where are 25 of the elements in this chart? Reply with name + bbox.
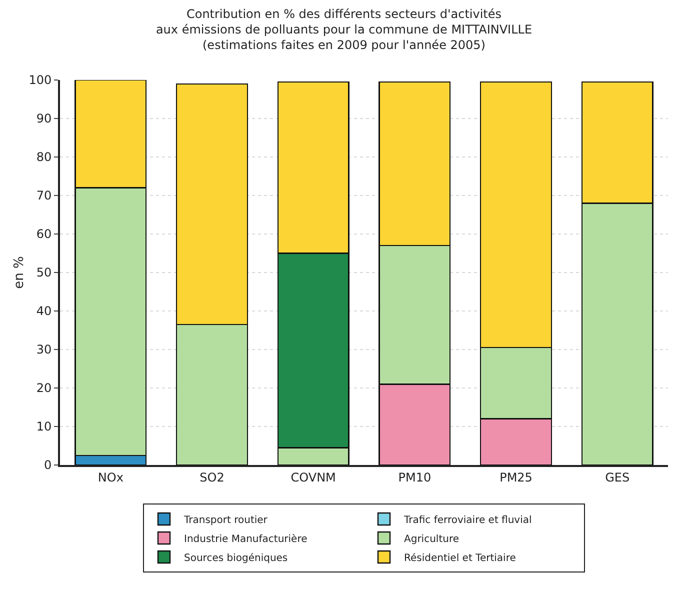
legend-label: Industrie Manufacturière	[184, 534, 308, 545]
legend-label: Sources biogéniques	[184, 552, 288, 564]
y-tick-label: 40	[36, 304, 52, 318]
y-tick-label: 80	[36, 150, 52, 164]
legend-label: Résidentiel et Tertiaire	[404, 552, 516, 564]
y-tick-label: 50	[36, 266, 52, 280]
x-tick-label: NOx	[98, 470, 124, 484]
y-tick-label: 20	[36, 381, 52, 396]
x-tick-label: PM10	[398, 470, 432, 484]
y-tick-label: 90	[36, 112, 52, 126]
x-tick-label: COVNM	[290, 470, 336, 484]
y-axis-title: en %	[12, 256, 27, 289]
y-tick-label: 0	[44, 458, 52, 472]
chart-title: Contribution en % des différents secteurs d'activités aux émissions de polluants pour la commune de MITTAINVILLE (estimations faites en 2009 pour l'année 2005)	[156, 6, 532, 52]
x-tick-label: SO2	[200, 470, 224, 484]
y-tick-label: 60	[36, 227, 52, 242]
x-tick-label: PM25	[500, 470, 532, 484]
y-tick-label: 10	[36, 420, 52, 434]
y-tick-label: 70	[36, 188, 52, 203]
legend-label: Trafic ferroviaire et fluvial	[403, 514, 532, 526]
legend-label: Agriculture	[404, 534, 459, 545]
y-tick-label: 30	[36, 342, 52, 357]
x-tick-label: GES	[605, 470, 630, 484]
y-tick-label: 100	[28, 73, 52, 88]
legend-label: Transport routier	[183, 514, 268, 526]
